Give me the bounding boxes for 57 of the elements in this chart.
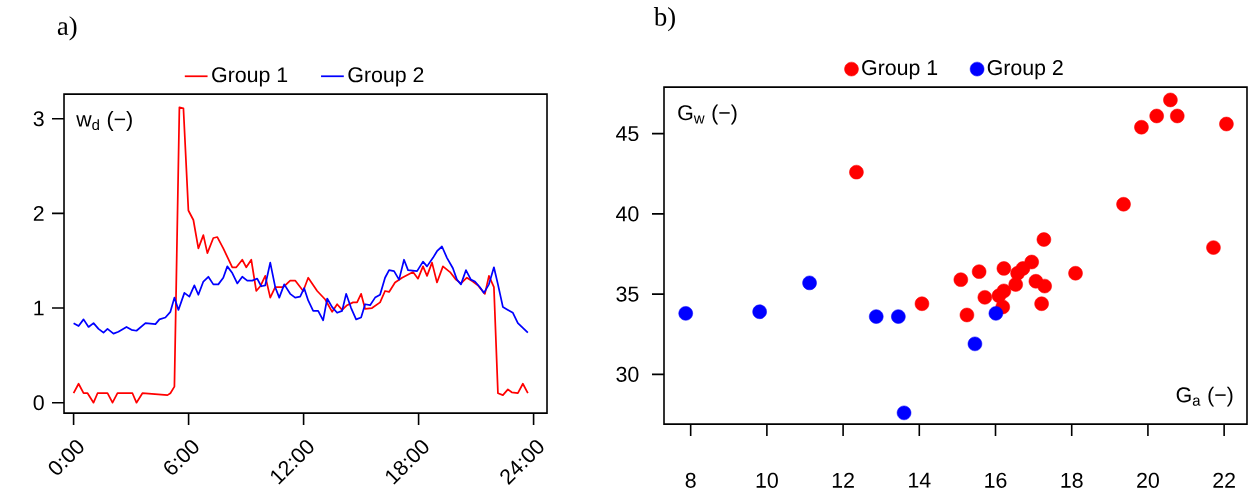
line-series — [72, 106, 529, 404]
point — [1134, 119, 1149, 135]
x-tick-label: 0:00 — [48, 440, 84, 475]
legend-label: Group 1 — [212, 67, 288, 87]
x-tick-label: 6:00 — [164, 440, 199, 475]
x-tick-label: 10 — [756, 472, 778, 488]
chart-title: a) — [57, 16, 77, 41]
x-tick-label: 12 — [832, 472, 854, 488]
y-tick-label: 40 — [616, 206, 639, 222]
point — [849, 164, 864, 180]
point — [1206, 240, 1221, 255]
x-axis-title: G$_{a}$ (−) — [1176, 386, 1233, 407]
point — [1149, 108, 1164, 124]
point — [1219, 116, 1234, 132]
point — [752, 304, 767, 319]
x-tick-label: 14 — [909, 472, 931, 488]
y-tick-label: 35 — [616, 286, 639, 302]
y-axis-title: G$_{w}$ (−) — [678, 104, 737, 125]
point — [1068, 266, 1083, 281]
y-tick-label: 30 — [616, 366, 639, 382]
point — [1163, 92, 1178, 108]
y-tick-label: 1 — [34, 300, 44, 316]
y-axis-title: w$_{d}$ (−) — [76, 111, 132, 131]
point — [996, 261, 1012, 276]
point — [891, 309, 906, 324]
x-tick-label: 22 — [1213, 472, 1235, 488]
point — [896, 405, 912, 421]
point — [967, 336, 983, 352]
x-tick-label: 8 — [685, 472, 696, 488]
y-tick-label: 0 — [33, 395, 44, 411]
point — [971, 264, 987, 279]
line-series — [72, 245, 529, 335]
x-tick-label: 16 — [985, 472, 1007, 488]
y-tick-label: 3 — [33, 111, 44, 127]
point — [802, 275, 817, 291]
point — [1036, 232, 1052, 247]
point — [977, 290, 993, 305]
point — [678, 306, 693, 321]
point — [1116, 197, 1131, 212]
x-tick-label: 20 — [1137, 472, 1159, 488]
point — [959, 307, 975, 323]
y-tick-label: 45 — [616, 126, 639, 142]
point — [1034, 296, 1049, 311]
point — [953, 272, 969, 287]
point — [914, 296, 930, 311]
point — [869, 309, 884, 324]
legend-label: Group 2 — [348, 67, 424, 87]
point — [1037, 278, 1052, 294]
y-tick-label: 2 — [33, 205, 44, 221]
point — [988, 306, 1004, 321]
point — [996, 283, 1012, 299]
legend-label: Group 1 — [862, 60, 938, 80]
x-tick-label: 18 — [1061, 472, 1083, 488]
point — [1024, 254, 1039, 270]
point — [1170, 108, 1185, 124]
chart-title: b) — [653, 7, 675, 32]
legend-label: Group 2 — [987, 60, 1063, 80]
